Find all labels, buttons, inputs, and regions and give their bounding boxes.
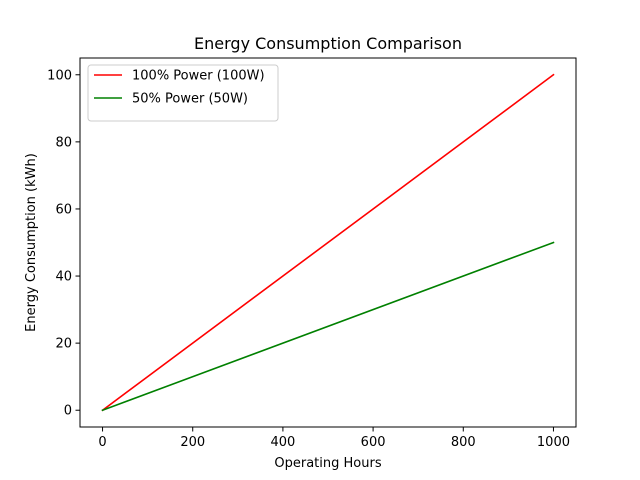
plot-area-frame — [79, 57, 577, 428]
x-tick-label: 200 — [180, 435, 205, 450]
legend-label-2: 50% Power (50W) — [132, 92, 248, 107]
legend-box — [87, 64, 279, 122]
legend: 100% Power (100W) 50% Power (50W) — [87, 64, 279, 122]
y-tick-label: 60 — [55, 202, 72, 217]
y-tick-label: 80 — [55, 135, 72, 150]
chart-title: Energy Consumption Comparison — [194, 34, 462, 53]
x-tick-label: 1000 — [537, 435, 570, 450]
x-tick-label: 0 — [98, 435, 106, 450]
y-tick-label: 0 — [64, 404, 72, 419]
x-axis-label: Operating Hours — [274, 456, 381, 471]
x-tick-label: 400 — [270, 435, 295, 450]
y-tick-label: 100 — [47, 68, 72, 83]
series-line-2 — [101, 241, 555, 412]
ticks-layer: 0 200 400 600 800 1000 0 20 40 60 80 100 — [47, 68, 570, 450]
y-tick-label: 40 — [55, 270, 72, 285]
plot-layer — [101, 73, 555, 412]
y-tick-label: 20 — [55, 337, 72, 352]
series-line-1 — [101, 73, 555, 412]
legend-label-1: 100% Power (100W) — [132, 69, 265, 84]
y-axis-label: Energy Consumption (kWh) — [24, 153, 39, 332]
x-tick-label: 800 — [451, 435, 476, 450]
x-tick-label: 600 — [361, 435, 386, 450]
